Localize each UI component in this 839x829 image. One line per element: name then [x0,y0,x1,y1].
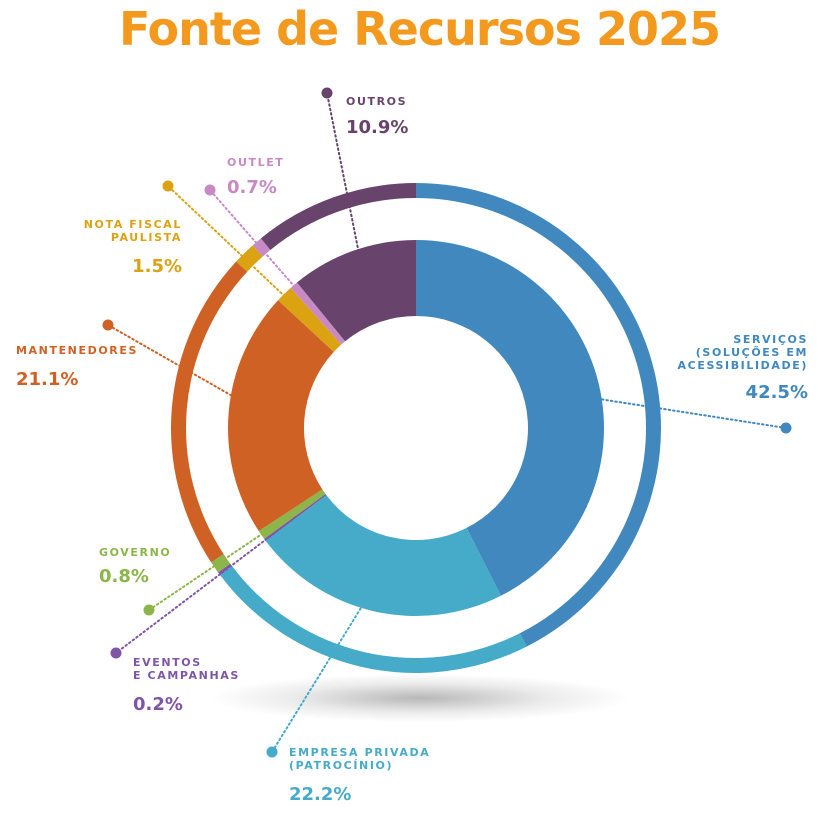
slice-label-eventos-line-2: E CAMPANHAS [133,669,240,682]
leader-dot-outlet [204,184,216,196]
leader-line-servicos [560,392,787,429]
slice-value-nota: 1.5% [132,256,182,277]
inner-slice-outros [296,240,416,342]
slice-label-outlet-line-1: OUTLET [227,156,284,169]
inner-slice-servicos [416,240,604,596]
leader-line-nota [167,185,312,323]
leader-dot-mantenedores [102,319,114,331]
outer-slice-outros [260,183,416,250]
leader-dot-governo [143,604,155,616]
leader-dot-nota [162,180,174,192]
inner-slice-mantenedores [227,300,334,532]
outer-slice-mantenedores [171,261,248,563]
chart-title: Fonte de Recursos 2025 [119,2,721,56]
leader-line-outlet [209,189,320,316]
leader-line-eventos [115,516,297,654]
slice-value-servicos: 42.5% [746,382,808,403]
slice-label-servicos-line-2: (SOLUÇÕES EM [696,346,808,359]
leader-dot-empresa [266,746,278,758]
leader-line-outros [326,92,367,288]
chart-shadow [210,674,630,722]
slice-label-empresa-line-2: (PATROCÍNIO) [289,759,393,772]
slice-label-empresa-line-1: EMPRESA PRIVADA [289,746,430,759]
leader-line-empresa [271,573,383,753]
slice-label-servicos-line-1: SERVIÇOS [733,333,808,346]
leader-lines [102,87,792,758]
slice-value-governo: 0.8% [99,566,149,587]
leader-line-mantenedores [107,324,268,417]
slice-value-empresa: 22.2% [289,784,351,805]
slice-value-eventos: 0.2% [133,694,183,715]
slice-label-nota-line-2: PAULISTA [111,231,182,244]
slice-label-eventos-line-1: EVENTOS [133,656,202,669]
leader-line-governo [148,512,294,611]
slice-value-mantenedores: 21.1% [16,369,78,390]
slice-label-mantenedores-line-1: MANTENEDORES [16,344,138,357]
slice-label-nota-line-1: NOTA FISCAL [84,218,182,231]
outer-slice-empresa [219,565,527,673]
slice-value-outlet: 0.7% [227,177,277,198]
outer-slice-nota [236,245,263,272]
slice-label-servicos-line-3: ACESSIBILIDADE) [678,359,808,372]
slice-label-outros-line-1: OUTROS [346,95,407,108]
slice-label-governo-line-1: GOVERNO [99,546,171,559]
leader-dot-eventos [110,647,122,659]
leader-dot-servicos [780,422,792,434]
outer-ring [171,183,661,673]
slice-value-outros: 10.9% [346,117,408,138]
inner-slice-empresa [265,495,501,616]
leader-dot-outros [321,87,333,99]
